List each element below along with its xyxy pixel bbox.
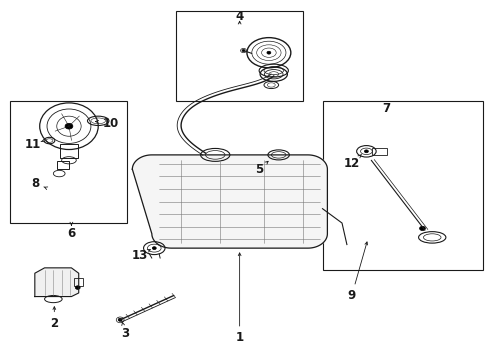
Polygon shape	[35, 268, 79, 297]
Text: 7: 7	[381, 102, 389, 115]
Bar	[371, 148, 386, 155]
Text: 10: 10	[102, 117, 118, 130]
Text: 8: 8	[32, 177, 40, 190]
Text: 1: 1	[235, 331, 243, 344]
Text: 3: 3	[121, 327, 129, 340]
Circle shape	[152, 247, 156, 249]
Circle shape	[364, 150, 367, 153]
Circle shape	[118, 319, 122, 321]
Circle shape	[266, 51, 270, 54]
Bar	[60, 144, 78, 158]
Text: 6: 6	[67, 227, 75, 240]
Text: 12: 12	[343, 157, 359, 170]
Bar	[322, 101, 483, 270]
Text: 2: 2	[50, 317, 58, 330]
Text: 13: 13	[131, 249, 147, 262]
Polygon shape	[132, 155, 327, 248]
Text: 4: 4	[235, 10, 243, 23]
Circle shape	[65, 123, 73, 129]
Bar	[10, 101, 127, 223]
Circle shape	[242, 49, 244, 51]
Bar	[57, 161, 69, 169]
Bar	[176, 12, 303, 101]
Text: 9: 9	[347, 289, 355, 302]
Text: 11: 11	[24, 138, 41, 150]
Bar	[74, 278, 82, 286]
Circle shape	[75, 286, 80, 289]
Circle shape	[419, 226, 425, 230]
Text: 5: 5	[254, 163, 263, 176]
